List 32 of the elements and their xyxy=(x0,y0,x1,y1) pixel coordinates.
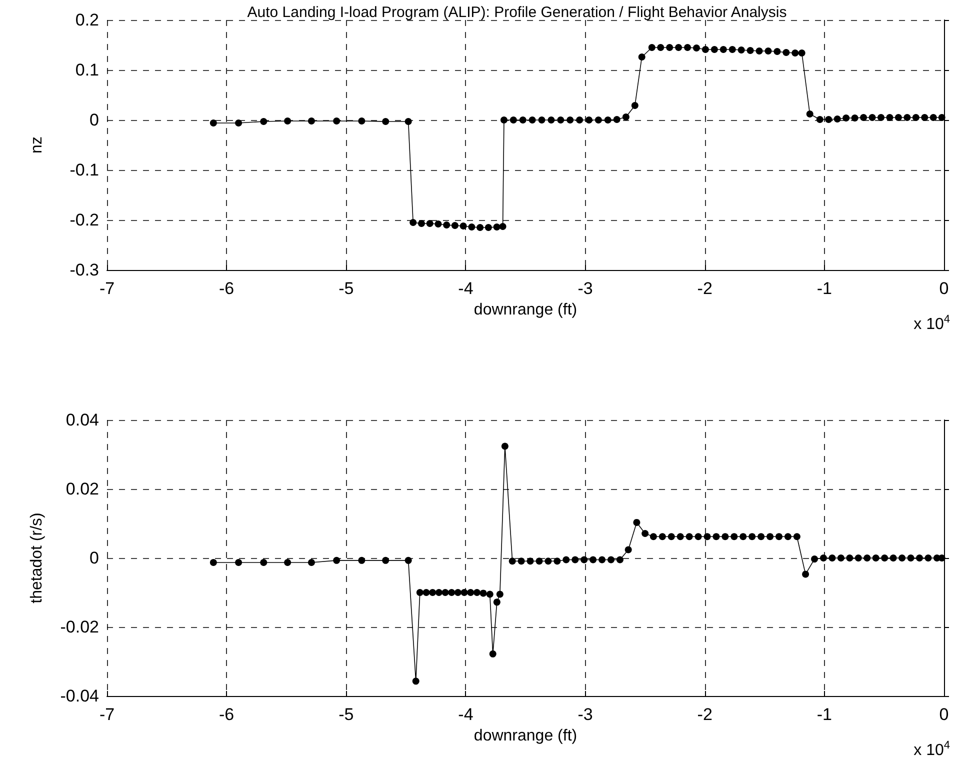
y-tick-label: -0.02 xyxy=(60,618,99,636)
x-tick-label: -4 xyxy=(458,705,474,724)
y-axis-title: thetadot (r/s) xyxy=(28,512,46,604)
chart-title: Auto Landing I-load Program (ALIP): Profile Generation / Flight Behavior Analysis xyxy=(247,4,787,21)
y-tick-label: 0.04 xyxy=(66,410,99,430)
y-tick-label: 0.2 xyxy=(75,10,99,30)
x-tick-label: -1 xyxy=(816,279,832,298)
y-tick-label: 0.02 xyxy=(66,480,99,498)
y-tick-label: -0.3 xyxy=(70,260,99,280)
y-tick-label: -0.1 xyxy=(70,160,99,180)
x-tick-label: -2 xyxy=(697,279,712,298)
x-tick-label: -7 xyxy=(99,705,115,724)
x-axis-title: downrange (ft) xyxy=(474,727,578,744)
x-tick-label: -5 xyxy=(338,279,354,298)
x-tick-label: -3 xyxy=(578,705,593,724)
x-axis-title: downrange (ft) xyxy=(474,301,578,318)
x-tick-label: -2 xyxy=(697,705,712,724)
x-tick-label: -7 xyxy=(99,279,115,298)
x-tick-label: -6 xyxy=(219,279,234,298)
y-axis-title: nz xyxy=(28,136,46,154)
y-tick-label: -0.2 xyxy=(70,210,99,230)
y-tick-label: 0 xyxy=(90,110,99,130)
y-tick-label: 0.1 xyxy=(75,60,99,80)
y-tick-label: -0.04 xyxy=(60,686,99,706)
x-tick-label: -4 xyxy=(458,279,474,298)
x-tick-label: 0 xyxy=(939,705,949,724)
y-tick-label: 0 xyxy=(90,548,99,568)
x-tick-label: -1 xyxy=(816,705,832,724)
x-tick-label: 0 xyxy=(939,279,949,298)
x-tick-label: -5 xyxy=(338,705,354,724)
x-tick-label: -6 xyxy=(219,705,234,724)
x-tick-label: -3 xyxy=(578,279,593,298)
